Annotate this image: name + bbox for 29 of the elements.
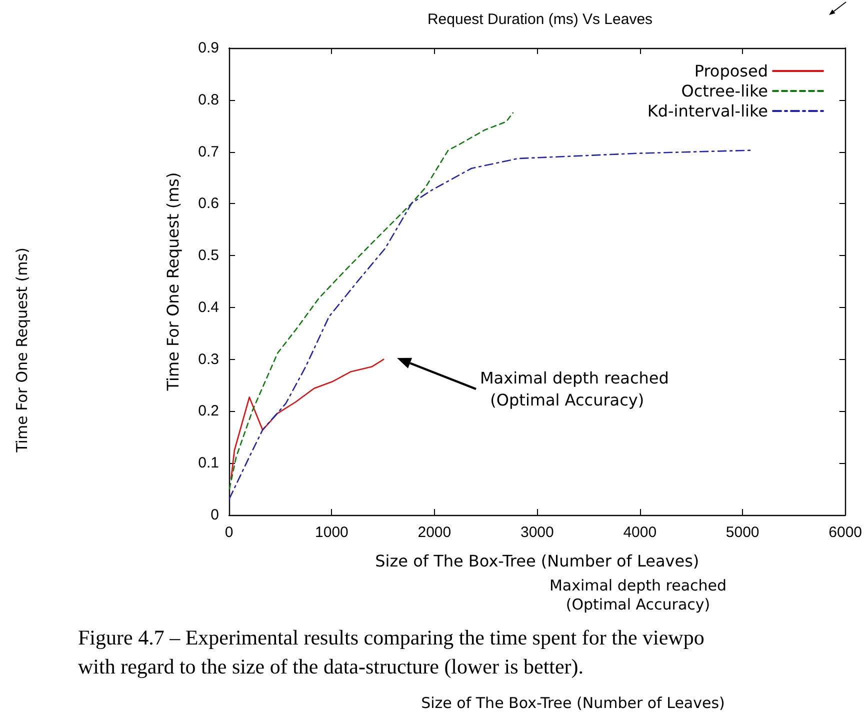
y-tick-label: 0.4 [198, 298, 219, 316]
y-tick-label: 0.1 [198, 454, 219, 472]
y-tick-label: 0.2 [198, 402, 219, 420]
legend-label: Octree-like [681, 82, 768, 100]
y-tick-label: 0.8 [198, 91, 219, 108]
x-tick-label: 0 [224, 524, 234, 541]
line-series [230, 358, 384, 480]
x-tick-label: 2000 [418, 524, 452, 541]
x-tick-label: 3000 [520, 524, 554, 541]
y-tick-label: 0.5 [198, 247, 219, 264]
x-tick-label: 5000 [726, 524, 760, 541]
text: Size of The Box-Tree (Number of Leaves) [421, 694, 725, 712]
y-axis-title: Time For One Request (ms) [164, 172, 182, 392]
chart-title: Request Duration (ms) Vs Leaves [427, 11, 653, 28]
text: Time For One Request (ms) [13, 248, 31, 454]
legend-label: Proposed [694, 62, 768, 80]
y-tick-label: 0.9 [198, 40, 219, 56]
x-tick-label: 1000 [315, 524, 348, 541]
annotation: Maximal depth reached (Optimal Accuracy) [480, 368, 669, 410]
x-tick-label: 6000 [828, 524, 862, 541]
x-tick-label: 4000 [623, 524, 657, 541]
y-tick-label: 0 [210, 506, 219, 524]
x-axis-title: Size of The Box-Tree (Number of Leaves) [375, 552, 700, 570]
text: Maximal depth reached (Optimal Accuracy) [549, 576, 727, 614]
legend-label: Kd-interval-like [647, 102, 768, 120]
y-tick-label: 0.6 [198, 195, 219, 212]
caption: Figure 4.7 – Experimental results comparing the time spent for the viewpo with regard to the size of the data-structure (lower is better). [78, 626, 704, 678]
y-tick-label: 0.3 [198, 350, 219, 368]
y-tick-label: 0.7 [198, 143, 219, 160]
